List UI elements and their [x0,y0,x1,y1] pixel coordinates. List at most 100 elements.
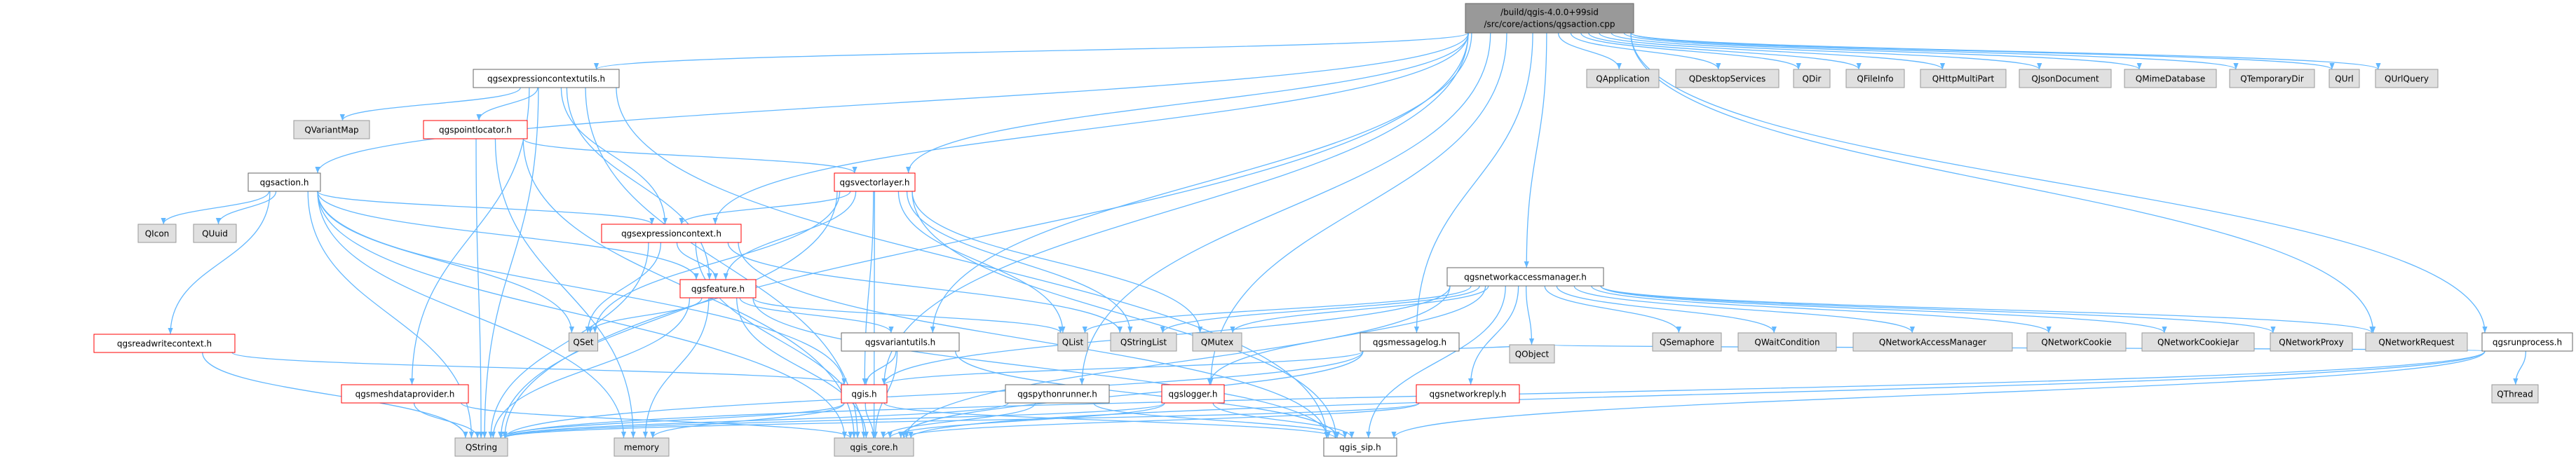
node-label: QNetworkCookieJar [2157,338,2239,348]
edge [475,138,484,439]
node-box [1586,69,1660,88]
edge [1591,285,2052,334]
node-label: /build/qgis-4.0.0+99sid [1500,8,1599,18]
edge [2513,350,2527,385]
node-label: /src/core/actions/qgsaction.cpp [1484,20,1615,29]
edge [1082,285,1472,334]
node-box [1509,344,1555,364]
edge [1230,285,1489,334]
node-box [1852,332,2013,352]
node-box [1920,69,2007,88]
node-label: QNetworkCookie [2041,338,2111,348]
edge [752,297,1064,334]
node-label: QNetworkRequest [2378,338,2455,348]
node-label: QObject [1515,350,1550,359]
node-box [614,437,670,457]
node-box [2481,332,2573,352]
node-box [568,332,599,352]
edge [1573,285,1915,334]
edge [585,87,860,439]
edge [1544,285,1682,334]
node-box [1005,384,1110,404]
node-box [93,334,236,353]
node-label: qgis.h [851,390,876,399]
node-box [601,224,742,243]
edge [738,242,1329,439]
node-label: qgsmessagelog.h [1373,338,1446,348]
node-label: QDir [1803,74,1822,84]
edge [712,32,1469,225]
node-label: QList [1062,338,1084,348]
edge [1623,32,2142,70]
edge [317,191,655,225]
edge [897,191,1066,334]
edge [1525,285,1535,345]
node-box [137,224,177,243]
edge [906,32,1470,174]
node-label: QSemaphore [1660,338,1714,348]
node-box [2124,69,2217,88]
node-box [679,279,757,299]
edge [862,191,874,385]
edge [863,350,897,385]
edge [1611,32,2042,70]
node-box [248,172,321,192]
node-label: QMimeDatabase [2136,74,2205,84]
edge [865,402,876,439]
edge [502,350,1364,439]
node-box [2019,69,2112,88]
node-box [293,120,370,139]
node-label: QFileInfo [1857,74,1893,84]
edge [1207,285,1486,385]
edge [1366,285,1506,439]
node-label: qgis_core.h [850,443,897,453]
node-box [1161,384,1225,404]
node-box [2328,69,2360,88]
node-label: QDesktopServices [1689,74,1766,84]
node-box [1675,69,1780,88]
edge [898,350,1364,439]
edge [1630,32,2381,70]
node-label: QStringList [1120,338,1167,348]
node-box [834,437,914,457]
node-label: qgspointlocator.h [439,125,512,135]
edge [315,32,1469,174]
edge [560,87,668,225]
node-box [2229,69,2315,88]
node-box [1465,3,1634,34]
node-label: qgis_sip.h [1339,443,1381,453]
node-label: qgslogger.h [1168,390,1217,399]
node-label: QString [466,443,497,453]
node-box [1057,332,1088,352]
edge [588,297,703,334]
edge [317,191,847,385]
edge [502,402,1009,439]
edge [911,191,1203,334]
edge [1093,402,1348,439]
edge [215,191,277,225]
edge [1212,402,1355,439]
node-box [454,437,508,457]
edge [883,402,1338,439]
node-label: QNetworkAccessManager [1879,338,1986,348]
edge [231,352,847,385]
edge [1414,32,1533,334]
node-label: QThread [2497,390,2533,399]
node-box [2365,332,2468,352]
node-label: qgsvectorlayer.h [840,178,910,188]
edge [1599,32,1945,70]
edge [695,242,867,439]
node-box [1737,332,1837,352]
edge [1580,32,1801,70]
node-box [423,120,528,139]
edge [1079,32,1491,385]
node-box [2375,69,2439,88]
node-box [473,69,620,88]
node-label: QUrl [2335,74,2354,84]
node-box [1323,437,1397,457]
edge [594,32,1469,70]
node-label: qgsnetworkaccessmanager.h [1464,273,1587,282]
node-label: QJsonDocument [2031,74,2099,84]
edge [901,402,1420,439]
edge [1630,32,2488,334]
